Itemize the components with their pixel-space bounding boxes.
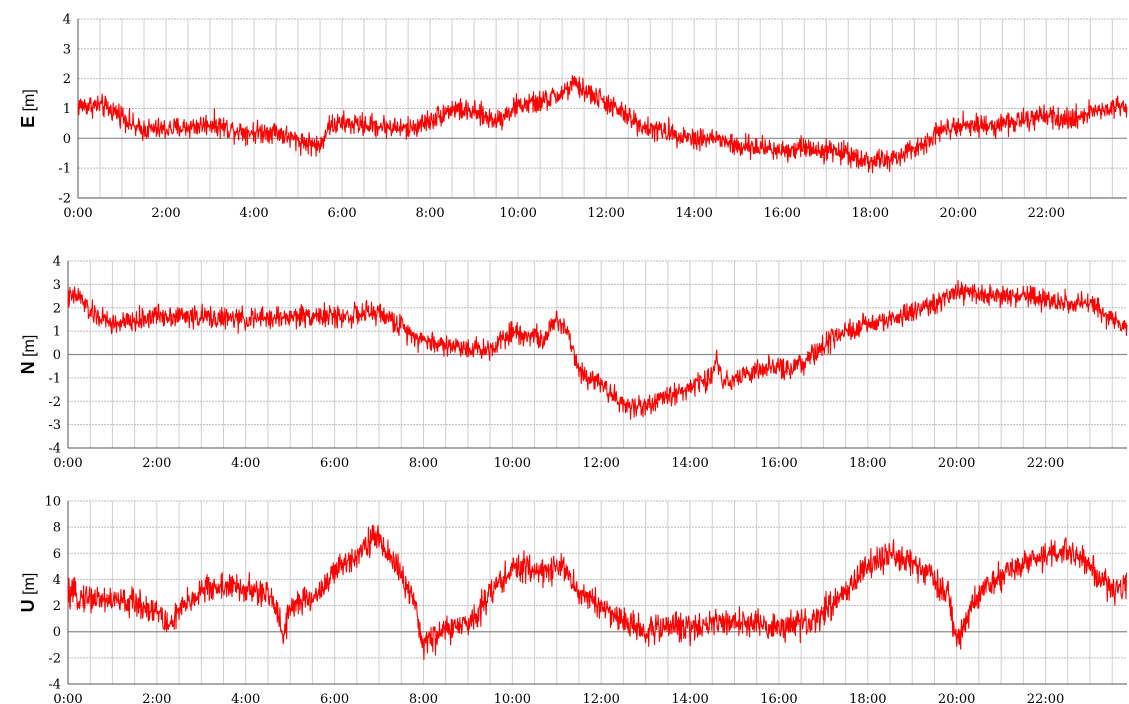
y-tick-label: -1	[58, 162, 71, 177]
y-tick-label: 3	[63, 42, 71, 57]
series-line	[77, 74, 1128, 174]
x-tick-label: 16:00	[760, 692, 797, 704]
x-tick-label: 16:00	[760, 456, 797, 471]
x-tick-label: 12:00	[587, 206, 624, 221]
x-tick-label: 14:00	[675, 206, 712, 221]
x-tick-label: 12:00	[582, 456, 619, 471]
x-tick-label: 2:00	[151, 206, 180, 221]
series-line	[67, 524, 1128, 661]
y-tick-label: 2	[53, 301, 61, 316]
x-tick-label: 14:00	[671, 692, 708, 704]
x-tick-label: 6:00	[320, 692, 349, 704]
y-tick-label: 0	[53, 348, 61, 363]
x-tick-label: 0:00	[63, 206, 92, 221]
y-axis-label: U [m]	[18, 573, 38, 613]
x-tick-label: 4:00	[239, 206, 268, 221]
x-tick-label: 8:00	[409, 456, 438, 471]
x-tick-label: 4:00	[231, 692, 260, 704]
y-tick-label: 2	[53, 599, 61, 614]
y-axis-label: N [m]	[18, 335, 38, 375]
y-tick-label: 6	[53, 547, 61, 562]
x-tick-label: 20:00	[938, 692, 975, 704]
x-tick-label: 14:00	[671, 456, 708, 471]
chart-panel-e: -2 -1 0 1 2 3 4 0:00 2:00 4:00 6:00 8:00 10:00 12:00 1…	[18, 13, 1128, 221]
y-tick-label: 4	[63, 13, 71, 28]
x-tick-label: 8:00	[416, 206, 445, 221]
x-tick-label: 2:00	[142, 456, 171, 471]
x-tick-label: 20:00	[938, 456, 975, 471]
x-tick-label: 2:00	[142, 692, 171, 704]
y-axis-label: E [m]	[18, 89, 38, 128]
y-tick-label: -4	[48, 678, 61, 693]
chart-panel-u: -4 -2 0 2 4 6 8 10 0:00 2:00 4:00 6:00 8:00 10:00 12:0…	[18, 495, 1128, 704]
x-tick-label: 6:00	[327, 206, 356, 221]
x-tick-label: 18:00	[849, 692, 886, 704]
y-tick-label: 4	[53, 573, 61, 588]
x-tick-label: 22:00	[1027, 456, 1064, 471]
x-tick-label: 20:00	[940, 206, 977, 221]
x-tick-label: 10:00	[494, 692, 531, 704]
y-tick-label: 0	[63, 132, 71, 147]
x-tick-label: 10:00	[494, 456, 531, 471]
x-tick-label: 18:00	[852, 206, 889, 221]
y-tick-label: 1	[63, 102, 71, 117]
y-tick-label: 8	[53, 521, 61, 536]
x-tick-label: 22:00	[1028, 206, 1065, 221]
y-tick-label: -1	[48, 371, 61, 386]
y-tick-label: -2	[58, 192, 71, 207]
x-tick-label: 22:00	[1027, 692, 1064, 704]
y-tick-label: -4	[48, 442, 61, 457]
x-tick-label: 16:00	[763, 206, 800, 221]
y-tick-label: 2	[63, 72, 71, 87]
x-tick-label: 12:00	[582, 692, 619, 704]
y-tick-label: 4	[53, 255, 61, 270]
x-tick-label: 10:00	[499, 206, 536, 221]
x-tick-label: 6:00	[320, 456, 349, 471]
y-tick-label: 10	[44, 495, 61, 510]
x-tick-label: 4:00	[231, 456, 260, 471]
x-tick-label: 18:00	[849, 456, 886, 471]
series-line	[67, 279, 1128, 420]
x-tick-label: 8:00	[409, 692, 438, 704]
y-tick-label: -2	[48, 651, 61, 666]
x-tick-label: 0:00	[53, 456, 82, 471]
y-tick-label: 3	[53, 278, 61, 293]
chart-panel-n: -4 -3 -2 -1 0 1 2 3 4 0:00 2:00 4:00 6:00 8:00 10:00 12…	[18, 255, 1128, 471]
y-tick-label: -2	[48, 395, 61, 410]
y-tick-label: 0	[53, 625, 61, 640]
x-tick-label: 0:00	[53, 692, 82, 704]
y-tick-label: -3	[48, 418, 61, 433]
y-tick-label: 1	[53, 325, 61, 340]
